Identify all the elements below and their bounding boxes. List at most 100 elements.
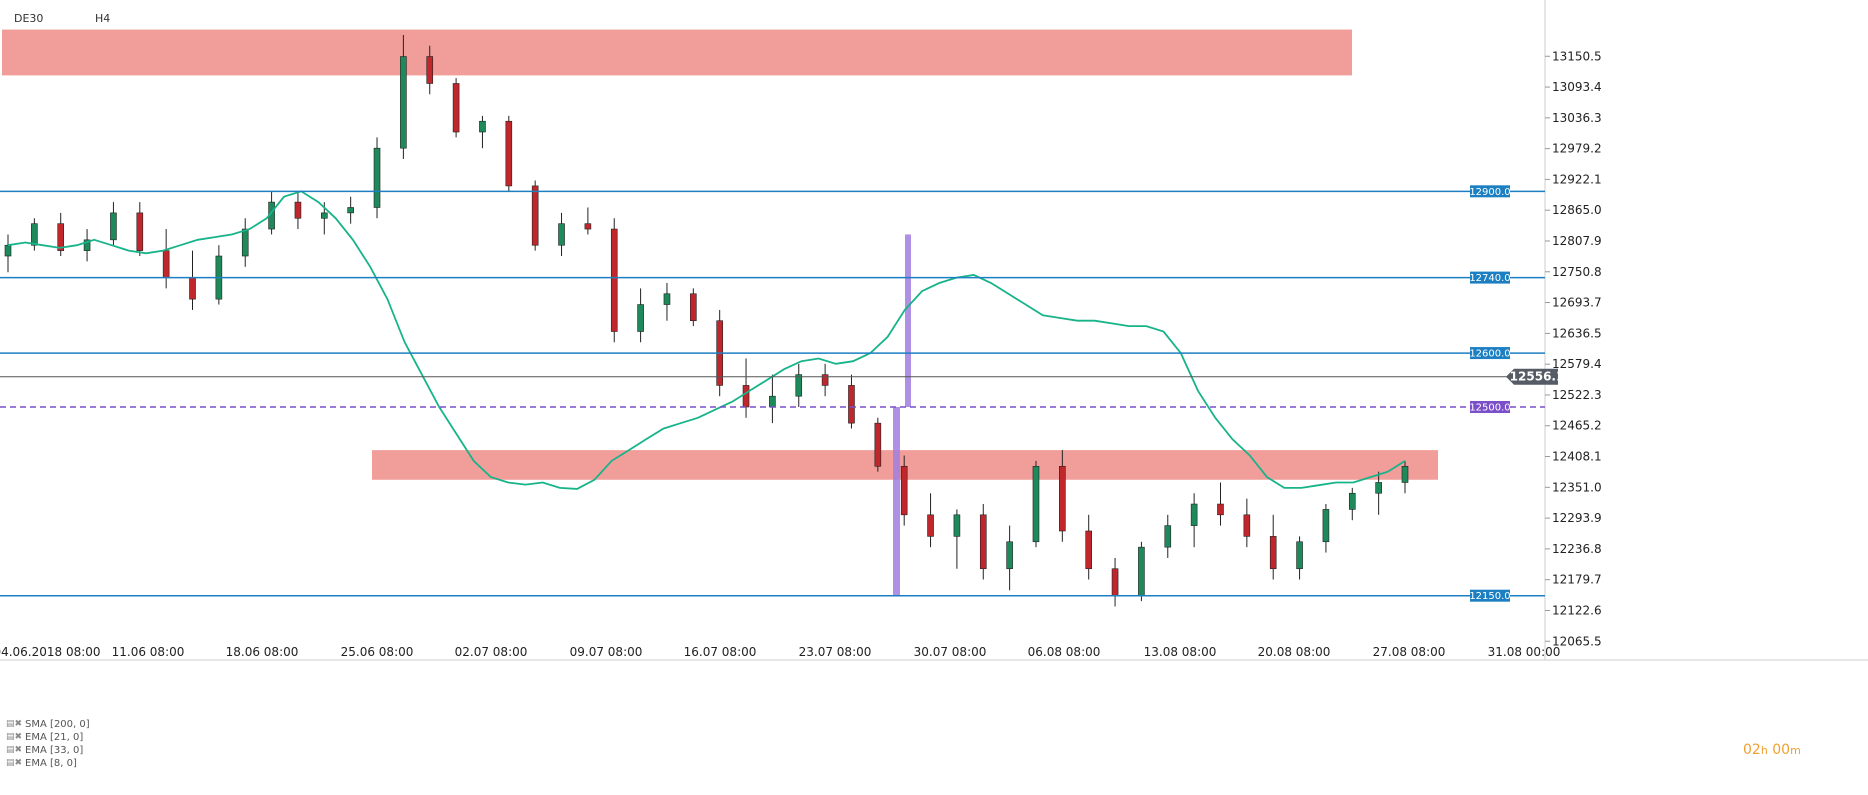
candle-body[interactable] (83, 239, 91, 251)
candle-body[interactable] (1243, 514, 1251, 537)
candle-body[interactable] (690, 293, 697, 322)
candle-body[interactable] (821, 374, 829, 386)
level-tag[interactable] (1470, 271, 1510, 284)
level-tag-label: 12740.0 (1469, 273, 1510, 284)
candle-body[interactable] (400, 56, 407, 149)
candle-body[interactable] (769, 395, 776, 408)
candle-body[interactable] (1375, 482, 1382, 494)
candle-body[interactable] (742, 385, 750, 408)
candle-body[interactable] (1401, 465, 1409, 483)
candle-body[interactable] (927, 514, 934, 537)
candle-body[interactable] (848, 385, 855, 424)
x-tick-label: 31.08 00:00 (1488, 645, 1561, 659)
candle-body[interactable] (294, 201, 302, 219)
candle-body[interactable] (1111, 568, 1119, 596)
timer-m: m (1790, 744, 1801, 757)
candle-body[interactable] (1296, 541, 1303, 570)
level-tag-label: 12500.0 (1469, 402, 1510, 413)
x-tick-label: 25.06 08:00 (341, 645, 414, 659)
y-tick-label: 12293.9 (1552, 511, 1602, 525)
level-tag[interactable] (1470, 185, 1510, 198)
candle-body[interactable] (4, 244, 12, 257)
candle-timer: 02h 00m (1743, 742, 1801, 758)
legend-item[interactable]: ▤✖ SMA [200, 0] (6, 718, 90, 731)
level-tag-label: 12150.0 (1469, 591, 1510, 602)
candle-body[interactable] (1138, 546, 1145, 596)
candle-body[interactable] (241, 228, 249, 257)
timer-hours: 02 (1743, 742, 1761, 758)
candle-body[interactable] (1348, 492, 1356, 510)
candle-body[interactable] (31, 223, 38, 246)
candle-body[interactable] (1269, 536, 1277, 570)
candle-body[interactable] (479, 120, 486, 133)
candle-body[interactable] (584, 223, 592, 230)
vertical-marker[interactable] (893, 406, 900, 596)
candle-body[interactable] (663, 293, 671, 305)
candle-body[interactable] (426, 56, 434, 84)
candle-body[interactable] (1322, 509, 1330, 543)
candle-body[interactable] (953, 514, 961, 537)
indicator-icon: ▤✖ (6, 745, 23, 755)
candle-body[interactable] (189, 277, 196, 300)
price-zone[interactable] (2, 29, 1352, 76)
x-tick-label: 13.08 08:00 (1144, 645, 1217, 659)
candle-body[interactable] (531, 185, 539, 246)
x-tick-label: 30.07 08:00 (914, 645, 987, 659)
ema-line[interactable] (7, 190, 1406, 490)
legend-item[interactable]: ▤✖ EMA [33, 0] (6, 744, 90, 757)
y-tick-label: 12636.5 (1552, 326, 1602, 340)
candle-body[interactable] (57, 223, 65, 251)
y-tick-label: 12693.7 (1552, 296, 1602, 310)
timeframe-label[interactable]: H4 (95, 12, 111, 25)
candle-body[interactable] (874, 422, 882, 467)
candle-body[interactable] (979, 514, 987, 570)
candle-body[interactable] (1006, 541, 1013, 570)
candle-body[interactable] (1032, 465, 1040, 543)
y-tick-label: 12236.8 (1552, 542, 1602, 556)
level-tag[interactable] (1470, 400, 1510, 413)
candle-body[interactable] (1059, 465, 1066, 532)
candle-body[interactable] (136, 212, 144, 251)
candle-body[interactable] (1190, 503, 1198, 526)
candle-body[interactable] (1164, 525, 1172, 548)
x-tick-label: 20.08 08:00 (1258, 645, 1331, 659)
indicator-icon: ▤✖ (6, 732, 23, 742)
x-tick-label: 04.06.2018 08:00 (0, 645, 101, 659)
symbol-label[interactable]: DE30 (14, 12, 44, 25)
candle-body[interactable] (452, 83, 460, 133)
level-tag[interactable] (1470, 589, 1510, 602)
x-tick-label: 09.07 08:00 (570, 645, 643, 659)
price-tag[interactable] (1506, 368, 1558, 385)
x-tick-label: 11.06 08:00 (112, 645, 185, 659)
candle-body[interactable] (373, 147, 381, 208)
candle-body[interactable] (900, 465, 908, 516)
candle-body[interactable] (162, 250, 170, 278)
legend-item[interactable]: ▤✖ EMA [8, 0] (6, 757, 90, 770)
candle-body[interactable] (637, 304, 644, 332)
vertical-marker[interactable] (905, 234, 911, 407)
candle-body[interactable] (321, 212, 328, 219)
candle-body[interactable] (110, 212, 117, 241)
legend-item[interactable]: ▤✖ EMA [21, 0] (6, 731, 90, 744)
timer-minutes: 00 (1772, 742, 1791, 758)
candle-body[interactable] (795, 374, 803, 397)
candle-body[interactable] (1217, 503, 1224, 516)
level-tag[interactable] (1470, 347, 1510, 360)
y-tick-label: 12351.0 (1552, 480, 1602, 494)
candle-body[interactable] (558, 223, 565, 246)
candle-body[interactable] (1085, 530, 1092, 570)
y-tick-label: 12065.5 (1552, 634, 1602, 648)
candle-body[interactable] (505, 120, 513, 187)
indicator-icon: ▤✖ (6, 758, 23, 768)
y-tick-label: 12522.3 (1552, 388, 1602, 402)
legend-text: EMA [8, 0] (25, 758, 77, 769)
candle-body[interactable] (610, 228, 618, 332)
y-tick-label: 13150.5 (1552, 49, 1602, 63)
y-tick-label: 12865.0 (1552, 203, 1602, 217)
x-tick-label: 27.08 08:00 (1373, 645, 1446, 659)
y-tick-label: 12807.9 (1552, 234, 1602, 248)
candle-body[interactable] (347, 207, 354, 214)
y-tick-label: 12465.2 (1552, 419, 1602, 433)
legend-text: EMA [21, 0] (25, 732, 84, 743)
